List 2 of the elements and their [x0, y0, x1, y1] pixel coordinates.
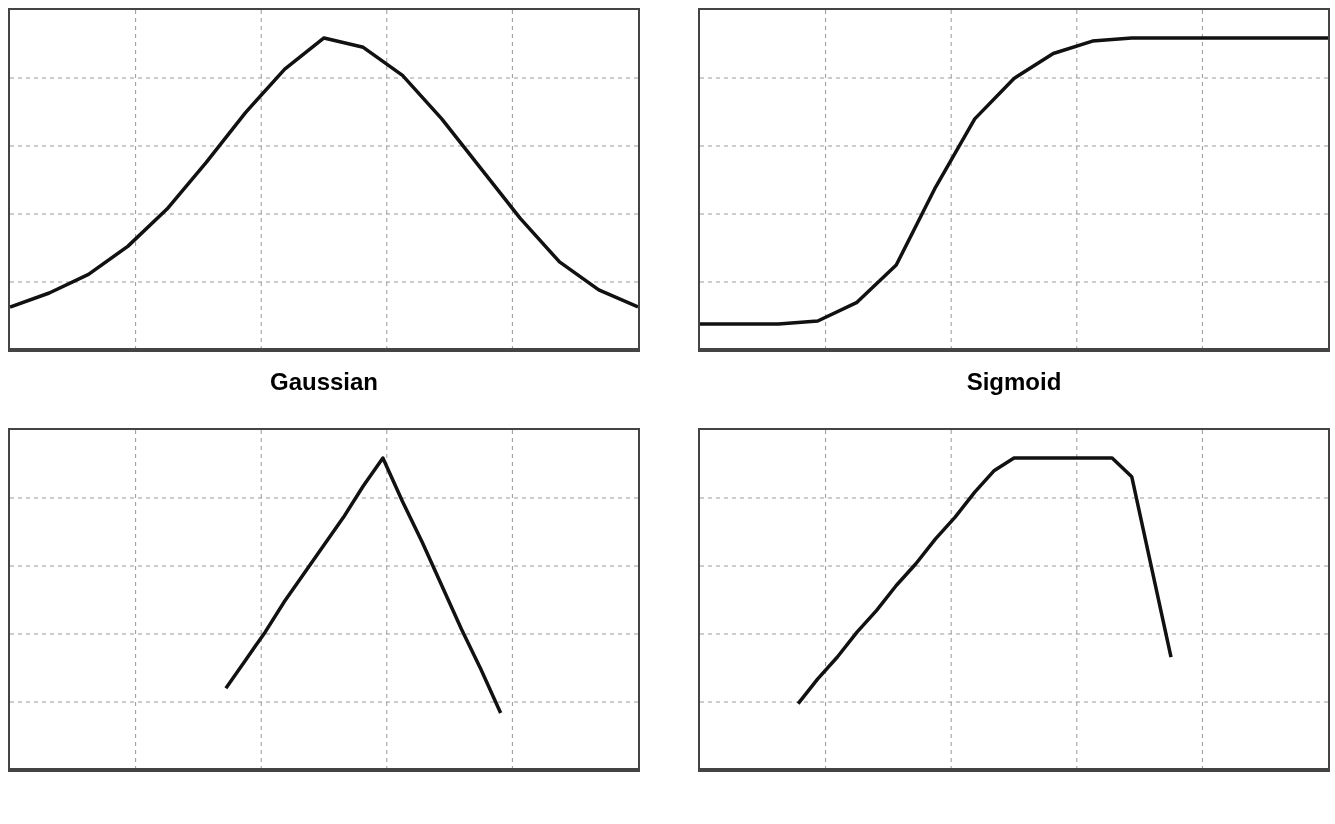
- text: Sigmoid: [965, 368, 1063, 397]
- text: Gaussian: [268, 368, 379, 397]
